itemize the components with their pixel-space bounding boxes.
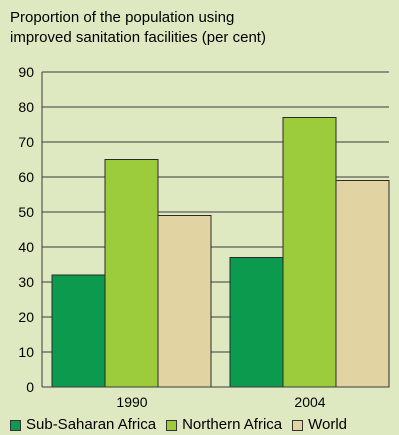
y-tick-label-80: 80 <box>18 99 34 115</box>
legend: Sub-Saharan Africa Northern Africa World <box>10 416 347 434</box>
x-tick-label-1990: 1990 <box>116 394 147 410</box>
legend-label-sub-saharan-africa: Sub-Saharan Africa <box>26 416 157 433</box>
y-tick-label-90: 90 <box>18 64 34 80</box>
bar-world-2004 <box>335 180 390 388</box>
chart-title: Proportion of the population using impro… <box>10 8 370 48</box>
y-tick-label-20: 20 <box>18 309 34 325</box>
x-tick-label-2004: 2004 <box>294 394 325 410</box>
bar-world-1990 <box>157 215 212 388</box>
chart-title-line-2: improved sanitation facilities (per cent… <box>10 29 266 46</box>
y-tick-label-10: 10 <box>18 344 34 360</box>
legend-label-northern-africa: Northern Africa <box>182 416 283 433</box>
y-tick-label-50: 50 <box>18 204 34 220</box>
y-tick-label-30: 30 <box>18 274 34 290</box>
legend-label-world: World <box>308 416 348 433</box>
chart-title-line-1: Proportion of the population using <box>10 9 235 26</box>
legend-item-northern-africa: Northern Africa <box>166 416 282 434</box>
legend-swatch-world <box>292 419 304 431</box>
legend-item-world: World <box>292 416 347 434</box>
y-tick-label-70: 70 <box>18 134 34 150</box>
bar-northern-africa-1990 <box>104 159 159 388</box>
bar-northern-africa-2004 <box>282 117 337 388</box>
y-tick-label-40: 40 <box>18 239 34 255</box>
y-tick-label-60: 60 <box>18 169 34 185</box>
legend-swatch-northern-africa <box>166 419 178 431</box>
y-tick-label-0: 0 <box>26 379 34 395</box>
legend-swatch-sub-saharan-africa <box>10 419 21 431</box>
bar-sub-saharan-africa-2004 <box>229 257 284 388</box>
bar-sub-saharan-africa-1990 <box>51 274 106 388</box>
legend-item-sub-saharan-africa: Sub-Saharan Africa <box>10 416 156 434</box>
